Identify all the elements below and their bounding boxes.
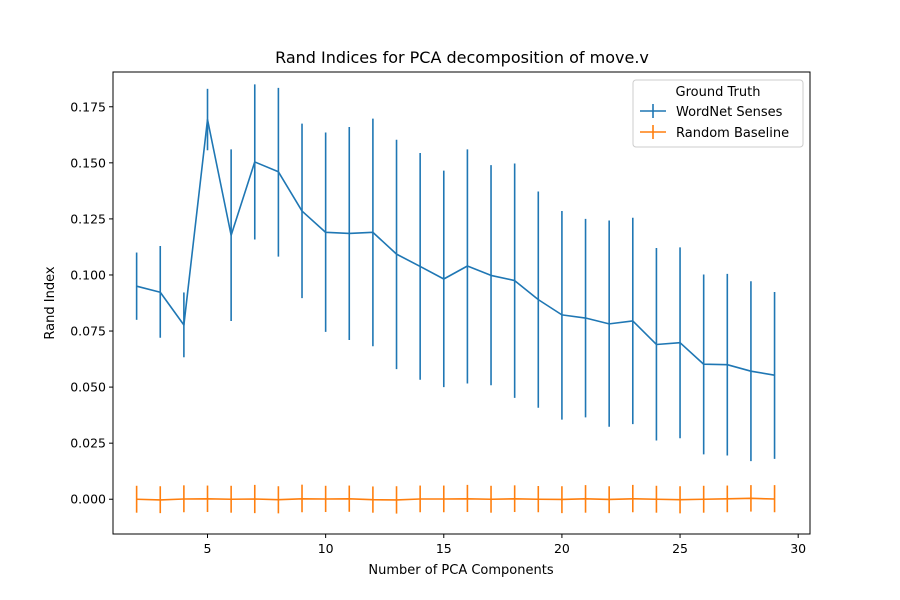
- plot-frame: [112, 71, 811, 535]
- x-tick-label: 5: [204, 541, 212, 556]
- y-tick-label: 0.150: [70, 155, 106, 170]
- legend-label: WordNet Senses: [676, 105, 783, 120]
- x-axis-label: Number of PCA Components: [368, 563, 553, 578]
- y-tick-label: 0.125: [70, 211, 106, 226]
- x-tick-label: 30: [790, 541, 806, 556]
- series-random-baseline: [135, 484, 776, 514]
- x-tick-label: 25: [672, 541, 688, 556]
- series-line-wordnet-senses: [136, 118, 775, 377]
- x-tick-label: 20: [554, 541, 570, 556]
- x-axis: 5 10 15 20 25 30: [204, 534, 806, 556]
- y-tick-label: 0.075: [70, 324, 106, 339]
- y-axis-label: Rand Index: [43, 266, 58, 339]
- x-tick-label: 15: [436, 541, 452, 556]
- series-wordnet-senses: [135, 84, 776, 462]
- y-tick-label: 0.100: [70, 267, 106, 282]
- legend: Ground Truth WordNet Senses Random Baseli…: [632, 79, 804, 148]
- y-tick-label: 0.025: [70, 436, 106, 451]
- y-tick-label: 0.050: [70, 380, 106, 395]
- legend-item: Random Baseline: [640, 125, 789, 141]
- legend-title: Ground Truth: [676, 85, 761, 100]
- legend-label: Random Baseline: [676, 126, 789, 141]
- y-tick-label: 0.175: [70, 99, 106, 114]
- series-line-random-baseline: [136, 497, 775, 501]
- y-axis: 0.000 0.025 0.050 0.075 0.100 0.125 0.150 0.175: [70, 99, 113, 507]
- legend-item: WordNet Senses: [640, 104, 783, 120]
- x-tick-label: 10: [318, 541, 334, 556]
- y-tick-label: 0.000: [70, 492, 106, 507]
- chart-title: Rand Indices for PCA decomposition of mo…: [275, 48, 649, 67]
- legend-box: [632, 79, 804, 148]
- plot-area: [135, 84, 776, 514]
